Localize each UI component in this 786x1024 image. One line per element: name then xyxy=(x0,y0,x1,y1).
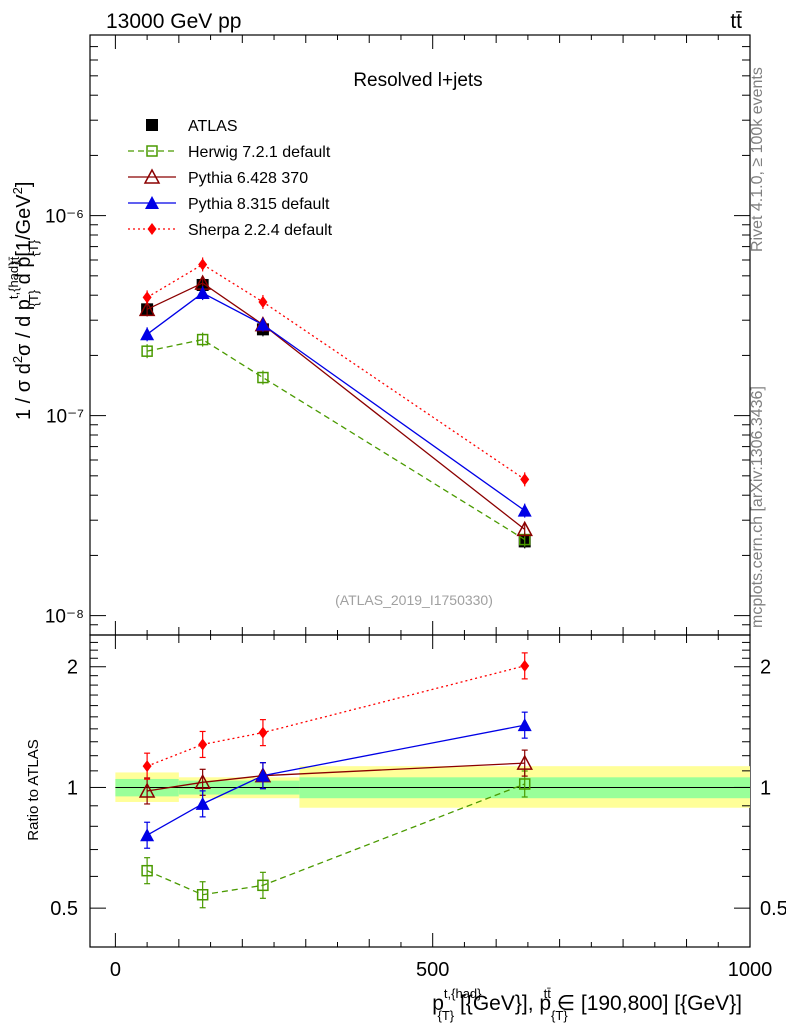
ratio-y-tick-label: 1 xyxy=(67,777,78,799)
legend-marker xyxy=(146,145,158,157)
ratio-data-point xyxy=(138,782,156,798)
ratio-data-point xyxy=(196,888,209,901)
x-tick-label: 500 xyxy=(416,959,449,981)
legend-marker xyxy=(145,196,159,209)
ratio-data-point xyxy=(520,659,530,672)
ratio-data-point xyxy=(517,718,532,732)
main-series-line xyxy=(146,282,526,530)
main-data-point xyxy=(258,295,268,308)
y-tick-label: 10⁻⁶ xyxy=(45,207,84,228)
side-label-rivet: Rivet 4.1.0, ≥ 100k events xyxy=(749,67,766,252)
ratio-series-line xyxy=(146,665,525,767)
plot-title: Resolved l+jets xyxy=(353,70,482,91)
legend-marker xyxy=(143,168,161,184)
main-data-point xyxy=(517,503,532,517)
ratio-data-point xyxy=(140,828,155,842)
main-data-point xyxy=(142,291,152,304)
ratio-series-line xyxy=(147,762,525,792)
ratio-y-tick-label: 2 xyxy=(67,657,78,679)
main-series-line xyxy=(146,263,526,480)
y-tick-label: 10⁻⁷ xyxy=(46,407,84,428)
main-data-point xyxy=(195,286,210,300)
legend: ATLAS Herwig 7.2.1 default Pythia 6.428 37… xyxy=(128,118,333,239)
x-tick-label: 1000 xyxy=(728,959,773,981)
main-data-point xyxy=(140,327,155,341)
ratio-data-point xyxy=(258,726,268,739)
main-data-point xyxy=(520,473,530,486)
analysis-watermark: (ATLAS_2019_I1750330) xyxy=(335,592,493,608)
legend-entry: Sherpa 2.2.4 default xyxy=(188,222,333,239)
legend-marker xyxy=(147,223,157,235)
legend-entry: Pythia 6.428 370 xyxy=(188,170,308,187)
header-collider-label: 13000 GeV pp xyxy=(106,10,241,33)
ratio-data-point xyxy=(255,768,270,782)
legend-entry: ATLAS xyxy=(188,118,238,135)
x-axis-label: pt,{had} {T} [{GeV}], p{T}tt̄ ∈ [190,800]… xyxy=(432,986,742,1023)
ratio-data-point xyxy=(194,773,211,790)
main-data-point xyxy=(257,371,269,384)
ratio-y-axis-label: Ratio to ATLAS xyxy=(25,739,42,840)
main-data-point xyxy=(141,345,153,357)
ratio-series-line xyxy=(146,783,525,896)
ratio-data-point xyxy=(198,738,208,751)
ratio-y-tick-label: 0.5 xyxy=(50,898,78,920)
main-series-line xyxy=(146,292,526,512)
side-label-mcplots: mcplots.cern.ch [arXiv:1306.3436] xyxy=(749,386,766,628)
main-y-axis-label: 1 / σ d2σ / d pt,{had} {T} d p{T}tt̄[1/Ge… xyxy=(6,182,41,420)
main-data-point xyxy=(138,300,156,317)
main-data-point xyxy=(255,317,270,331)
ratio-series-line xyxy=(146,724,525,836)
ratio-y-tick-label-right: 1 xyxy=(760,777,771,799)
legend-entry: Herwig 7.2.1 default xyxy=(188,144,331,161)
ratio-data-point xyxy=(142,760,152,773)
ratio-data-point xyxy=(141,864,153,877)
x-tick-label: 0 xyxy=(110,959,121,981)
series xyxy=(138,257,533,909)
ratio-data-point xyxy=(195,796,210,810)
ratio-data-point xyxy=(516,754,533,770)
legend-marker xyxy=(146,119,158,131)
main-data-point xyxy=(196,333,209,346)
main-series-line xyxy=(146,338,526,541)
ratio-data-point xyxy=(257,879,269,892)
ratio-y-tick-label-right: 2 xyxy=(760,657,771,679)
y-tick-label: 10⁻⁸ xyxy=(45,607,84,628)
ratio-data-point xyxy=(518,778,531,790)
axes: 0 500 1000 10⁻⁸ 10⁻⁷ 10⁻⁶ 0.5 0.5 1 1 2 2 xyxy=(45,34,786,981)
uncertainty-bands xyxy=(115,766,750,808)
ratio-y-tick-label-right: 0.5 xyxy=(760,898,786,920)
header-process-label: tt̄ xyxy=(730,10,742,33)
legend-entry: Pythia 8.315 default xyxy=(188,196,330,213)
main-data-point xyxy=(516,520,533,537)
main-data-point xyxy=(198,258,208,271)
